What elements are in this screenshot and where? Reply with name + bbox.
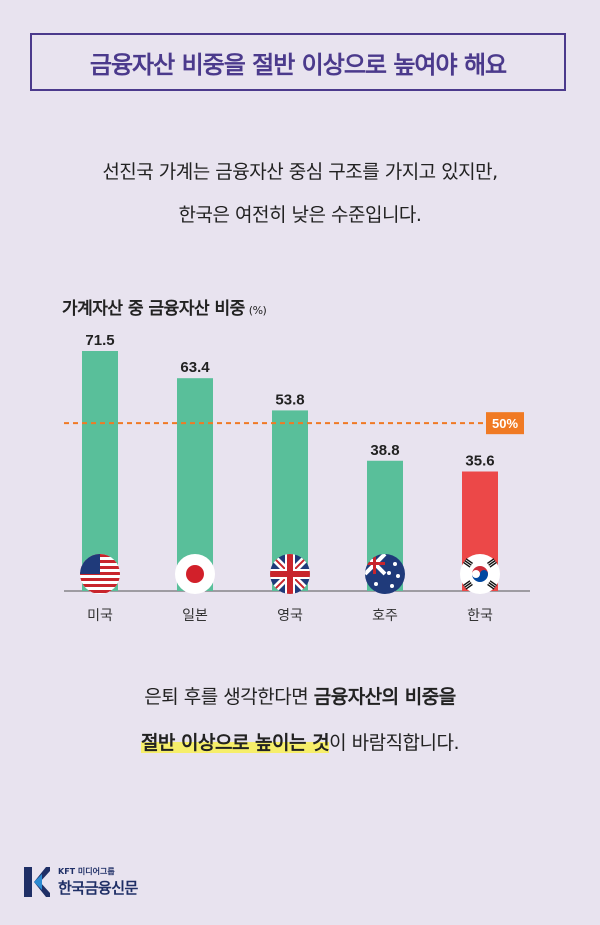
data-label-2: 53.8: [275, 391, 304, 408]
chart-unit: (%): [248, 304, 267, 317]
subtitle-line-1: 선진국 가계는 금융자산 중심 구조를 가지고 있지만,: [102, 161, 498, 183]
data-label-4: 35.6: [465, 453, 494, 470]
kft-logo-icon: [24, 867, 50, 897]
bottom-text-1c: 을: [438, 686, 456, 708]
reference-label-box: [486, 412, 524, 435]
japan-flag-icon: [175, 554, 215, 594]
uk-flag-icon: [270, 554, 310, 594]
x-tick-label-2: 영국: [277, 608, 303, 624]
x-tick-label-0: 미국: [87, 608, 113, 624]
bottom-text-1a: 은퇴 후를 생각한다면: [144, 686, 314, 708]
x-tick-label-3: 호주: [372, 608, 398, 624]
data-label-3: 38.8: [370, 442, 399, 459]
logo-small-text: KFT 미디어그룹: [58, 867, 115, 876]
us-flag-icon: [80, 554, 120, 594]
x-tick-label-1: 일본: [182, 608, 208, 624]
x-tick-label-4: 한국: [467, 608, 493, 624]
subtitle-line-2: 한국은 여전히 낮은 수준입니다.: [178, 204, 422, 226]
australia-flag-icon: [365, 554, 405, 594]
chart-title: 가계자산 중 금융자산 비중 (%): [62, 294, 267, 319]
data-label-0: 71.5: [85, 332, 114, 349]
bottom-text-2b: 이 바람직합니다.: [329, 732, 460, 754]
reference-label: 50%: [492, 416, 518, 431]
bottom-text-2a: 절반 이상으로 높이는 것: [140, 732, 330, 754]
korea-flag-icon: [460, 554, 500, 594]
chart-title-text: 가계자산 중 금융자산 비중: [62, 299, 245, 319]
logo-big-text: 한국금융신문: [58, 879, 138, 897]
bottom-text-1b: 금융자산의 비중: [313, 686, 439, 708]
bar-chart: 71.5 미국 63.4 일본 53.8 영국 38.8 호주 35.6 한국 50%: [64, 332, 530, 624]
page-title: 금융자산 비중을 절반 이상으로 높여야 해요: [30, 33, 566, 91]
brand-logo: KFT 미디어그룹 한국금융신문: [24, 866, 138, 898]
bar-0: [82, 351, 118, 591]
data-label-1: 63.4: [180, 359, 210, 376]
bottom-text-line-2: 절반 이상으로 높이는 것이 바람직합니다.: [0, 728, 600, 755]
bottom-text-line-1: 은퇴 후를 생각한다면 금융자산의 비중을: [0, 682, 600, 709]
